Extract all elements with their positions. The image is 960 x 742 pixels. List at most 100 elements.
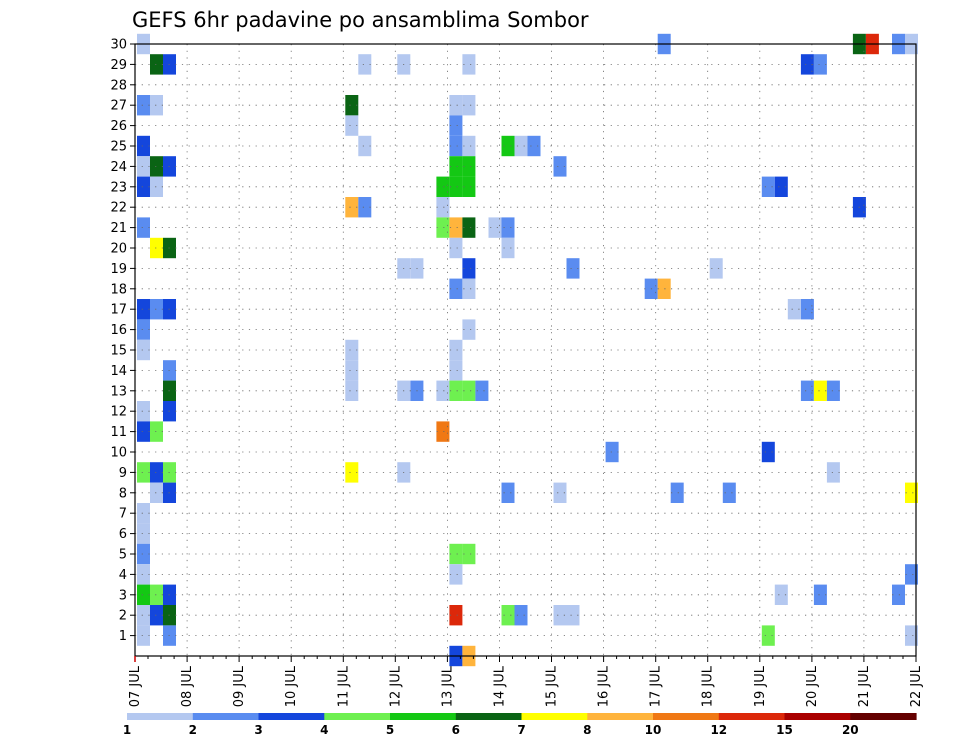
x-tick-label: 18 JUL — [701, 665, 716, 707]
heatmap-cell — [553, 605, 567, 626]
heatmap-cell — [722, 482, 736, 503]
heatmap-cell — [449, 380, 463, 401]
y-tick-label: 13 — [110, 384, 127, 399]
heatmap-cell — [150, 54, 163, 75]
y-tick-label: 25 — [110, 140, 127, 155]
heatmap-cell — [137, 95, 150, 116]
heatmap-cell — [436, 197, 450, 218]
heatmap-cell — [566, 258, 580, 279]
heatmap-cell — [137, 401, 150, 422]
x-tick-label: 08 JUL — [180, 665, 195, 707]
heatmap-cell — [345, 360, 359, 381]
heatmap-cell — [462, 380, 476, 401]
heatmap-cell — [800, 380, 814, 401]
heatmap-cell — [345, 462, 359, 483]
x-tick-label: 07 JUL — [128, 665, 143, 707]
heatmap-cell — [137, 523, 150, 544]
heatmap-cell — [449, 339, 463, 361]
heatmap-cell — [905, 482, 918, 503]
heatmap-cell — [553, 156, 567, 177]
heatmap-cell — [358, 54, 372, 75]
heatmap-cell — [137, 319, 150, 340]
heatmap-cell — [449, 217, 463, 238]
heatmap-cell — [150, 482, 163, 503]
heatmap-cell — [436, 421, 450, 442]
legend-swatch — [390, 713, 457, 720]
legend-swatch — [784, 713, 851, 720]
heatmap-cell — [514, 605, 528, 626]
heatmap-cell — [449, 360, 463, 381]
x-axis: 07 JUL 08 JUL 09 JUL 10 JUL 11 JUL 12 JUL 13 J… — [128, 656, 924, 707]
y-tick-label: 10 — [110, 446, 127, 461]
legend-swatch — [127, 713, 194, 720]
y-tick-label: 11 — [110, 425, 127, 440]
y-tick-label: 1 — [119, 629, 127, 644]
heatmap-cell — [462, 54, 476, 75]
heatmap-cell — [137, 299, 150, 320]
y-tick-label: 17 — [110, 303, 127, 318]
legend-swatch — [258, 713, 325, 720]
x-tick-label: 22 JUL — [909, 665, 924, 707]
heatmap-cell — [774, 584, 788, 605]
heatmap-cell — [137, 543, 150, 565]
heatmap-cell — [826, 380, 840, 401]
heatmap-cell — [774, 176, 788, 197]
x-tick-label: 16 JUL — [597, 665, 612, 707]
legend-label: 2 — [189, 723, 197, 737]
legend-swatch — [587, 713, 654, 720]
legend-swatch — [718, 713, 786, 720]
heatmap-cell — [150, 462, 163, 483]
y-tick-label: 22 — [110, 201, 127, 216]
y-tick-label: 23 — [110, 180, 127, 195]
heatmap-cell — [761, 441, 775, 463]
heatmap-cell — [787, 299, 801, 320]
heatmap-cell — [137, 156, 150, 177]
y-tick-label: 9 — [119, 466, 127, 481]
heatmap-cell — [605, 441, 619, 463]
legend-swatch — [653, 713, 720, 720]
y-axis: 1234567891011121314151617181920212223242… — [110, 38, 135, 644]
x-tick-label: 19 JUL — [753, 665, 768, 707]
heatmap-cell — [905, 625, 918, 646]
y-tick-label: 7 — [119, 507, 127, 522]
heatmap-cell — [137, 503, 150, 524]
heatmap-cell — [657, 278, 671, 299]
heatmap-cell — [358, 197, 372, 218]
heatmap-cell — [462, 543, 476, 565]
heatmap-cell — [813, 380, 827, 401]
heatmap-cell — [488, 217, 502, 238]
heatmap-cell — [462, 319, 476, 340]
heatmap-cell — [345, 339, 359, 361]
heatmap-cell — [137, 564, 150, 585]
y-tick-label: 3 — [119, 588, 127, 603]
heatmap-cell — [800, 299, 814, 320]
legend-label: 4 — [320, 723, 328, 737]
heatmap-cell — [462, 217, 476, 238]
legend-label: 20 — [842, 723, 859, 737]
heatmap-cell — [761, 625, 775, 646]
heatmap-cell — [462, 278, 476, 299]
x-tick-label: 14 JUL — [493, 665, 508, 707]
heatmap-cell — [137, 421, 150, 442]
heatmap-cell — [462, 176, 476, 197]
heatmap-cell — [150, 605, 163, 626]
grid-lines — [135, 43, 916, 656]
y-tick-label: 20 — [110, 242, 127, 257]
heatmap-cell — [813, 584, 827, 605]
heatmap-cell — [345, 95, 359, 116]
heatmap-cell — [449, 156, 463, 177]
heatmap-cell — [553, 482, 567, 503]
heatmap-cell — [137, 339, 150, 361]
heatmap-cell — [527, 135, 541, 157]
legend-swatch — [521, 713, 588, 720]
heatmap-cell — [150, 237, 163, 259]
heatmap-cell — [150, 156, 163, 177]
heatmap-cell — [462, 135, 476, 157]
heatmap-cell — [436, 380, 450, 401]
legend-label: 12 — [710, 723, 727, 737]
heatmap-cell — [358, 135, 372, 157]
heatmap-cell — [150, 176, 163, 197]
heatmap-cell — [892, 584, 905, 605]
x-tick-label: 20 JUL — [805, 665, 820, 707]
